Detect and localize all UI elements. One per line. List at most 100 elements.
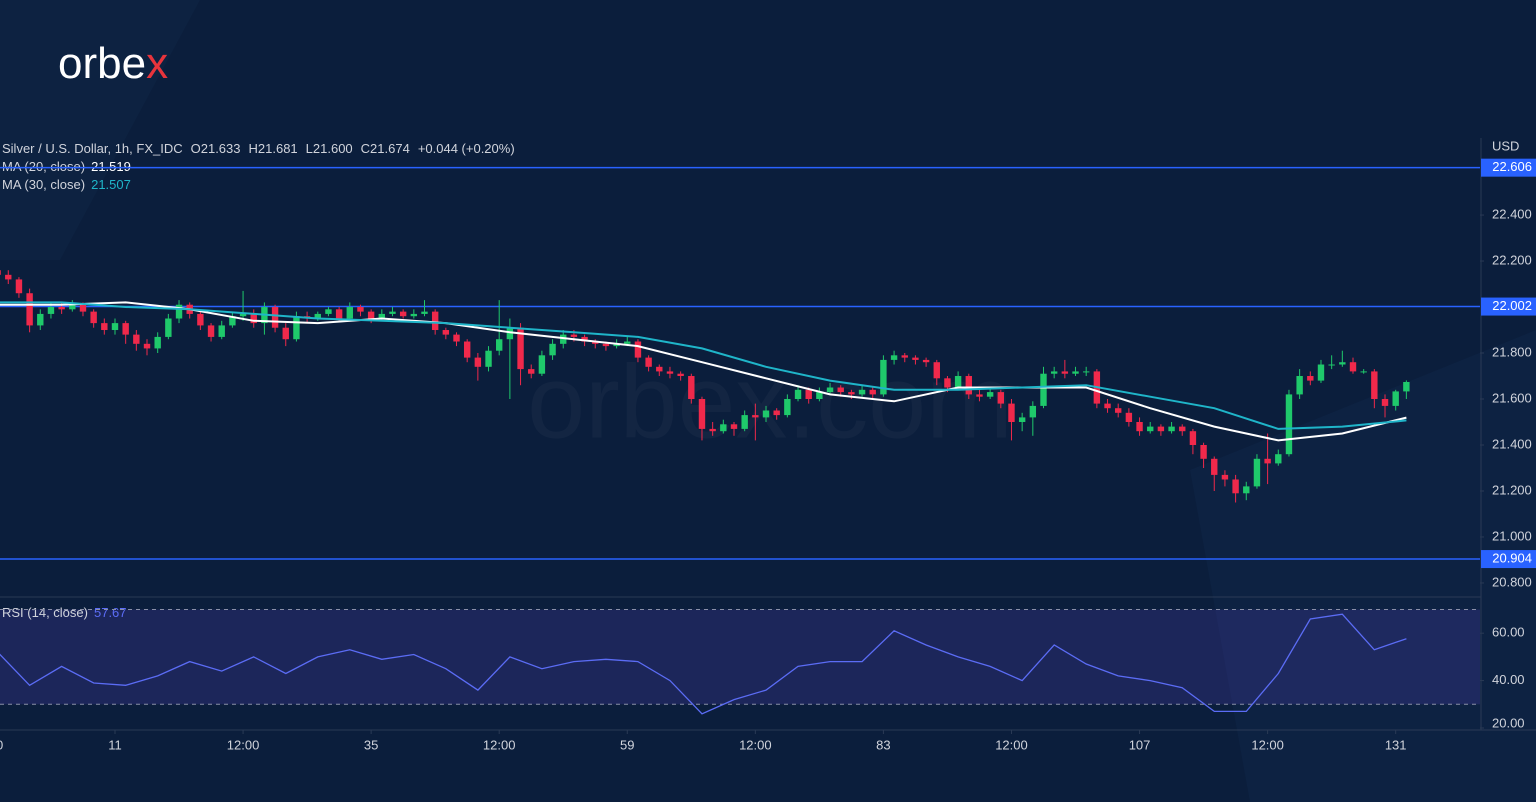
level-badge xyxy=(1481,550,1536,569)
y-tick-label: 21.000 xyxy=(1492,528,1532,543)
candle-body xyxy=(645,357,652,367)
candle-body xyxy=(239,313,247,317)
candle-body xyxy=(570,334,578,337)
rsi-legend: RSI (14, close) 57.67 xyxy=(2,605,127,620)
candle-body xyxy=(346,307,353,319)
x-tick-label: 107 xyxy=(1129,737,1151,752)
candle-body xyxy=(560,334,567,344)
candle-body xyxy=(730,424,738,429)
candle-body xyxy=(1179,426,1186,432)
y-tick-label: 21.800 xyxy=(1492,344,1532,359)
candle-body xyxy=(976,394,983,397)
candle-body xyxy=(1211,458,1218,475)
rsi-tick-label: 40.00 xyxy=(1492,672,1525,687)
candle-body xyxy=(1018,417,1026,423)
candle-body xyxy=(1061,371,1069,374)
watermark: orbex.com xyxy=(527,344,1013,460)
currency-label: USD xyxy=(1492,138,1519,153)
x-tick-label: 59 xyxy=(620,737,634,752)
candle-body xyxy=(207,325,215,337)
x-tick-label: 12:00 xyxy=(739,737,772,752)
candle-body xyxy=(709,428,716,432)
candle-body xyxy=(1349,362,1357,372)
candle-body xyxy=(143,343,151,349)
candle-body xyxy=(485,350,492,367)
candle-body xyxy=(624,341,631,344)
x-tick-label: 12:00 xyxy=(1251,737,1284,752)
candle-body xyxy=(474,357,482,367)
rsi-name: RSI (14, close) xyxy=(2,605,88,620)
candle-body xyxy=(1040,373,1047,406)
ma-legend: MA (30, close) 21.507 xyxy=(2,177,131,192)
indicator-line xyxy=(0,613,1407,715)
x-tick-label: 12:00 xyxy=(483,737,516,752)
candle-body xyxy=(1125,412,1133,423)
candle-body xyxy=(293,316,300,340)
candle-body xyxy=(1403,381,1410,392)
candle-body xyxy=(901,355,908,358)
y-tick-label: 20.800 xyxy=(1492,574,1532,589)
candle-body xyxy=(1275,454,1282,464)
candle-body xyxy=(720,424,727,432)
candle-body xyxy=(325,309,332,314)
indicator-line xyxy=(0,301,1407,430)
candle-body xyxy=(58,307,65,310)
candle-body xyxy=(314,313,321,319)
candle-body xyxy=(933,362,940,379)
candle-body xyxy=(1339,362,1346,365)
candle-body xyxy=(1243,486,1250,494)
x-tick-label: 12:00 xyxy=(227,737,260,752)
candle-body xyxy=(357,307,364,312)
candle-body xyxy=(1232,479,1239,494)
candle-body xyxy=(175,304,183,319)
candle-body xyxy=(965,376,972,395)
candle-body xyxy=(506,327,514,340)
candle-body xyxy=(954,376,962,388)
candle-body xyxy=(389,311,396,314)
x-tick-label: 35 xyxy=(364,737,378,752)
candle-body xyxy=(197,313,204,326)
decor xyxy=(1190,330,1536,802)
candle-body xyxy=(250,313,257,324)
candle-body xyxy=(496,339,503,351)
candle-body xyxy=(581,336,588,342)
candle-body xyxy=(229,316,236,326)
candle-body xyxy=(122,323,129,335)
candle-body xyxy=(805,389,812,400)
candle-body xyxy=(165,318,172,337)
candle-body xyxy=(677,373,684,377)
candle-body xyxy=(453,334,460,342)
candle-body xyxy=(592,341,599,344)
candle-body xyxy=(1050,371,1058,374)
candle-body xyxy=(816,392,823,400)
level-label: 22.606 xyxy=(1492,159,1532,174)
decor xyxy=(0,0,200,260)
candle-body xyxy=(602,343,610,347)
x-tick-label: 83 xyxy=(876,737,890,752)
candle-body xyxy=(538,355,546,374)
candle-body xyxy=(880,359,887,395)
y-tick-label: 21.600 xyxy=(1492,390,1532,405)
candle-body xyxy=(613,343,620,347)
level-badge xyxy=(1481,158,1536,177)
candle-body xyxy=(826,387,834,393)
candle-body xyxy=(26,293,33,326)
candle-body xyxy=(1317,364,1325,381)
rsi-band xyxy=(0,609,1480,705)
x-tick-label: 11 xyxy=(108,737,122,752)
candle-body xyxy=(218,325,225,337)
candle-body xyxy=(1221,474,1229,480)
candle-body xyxy=(1115,408,1122,413)
candle-body xyxy=(922,359,930,363)
logo-text: orbe xyxy=(58,39,146,88)
candle-body xyxy=(442,330,450,335)
ohlc-low: L21.600 xyxy=(306,141,353,156)
candle-body xyxy=(154,336,161,349)
x-tick-label: 12:00 xyxy=(0,737,3,752)
candle-body xyxy=(1296,376,1303,395)
logo: orbex xyxy=(58,39,168,88)
candle-body xyxy=(741,415,748,429)
candle-body xyxy=(1360,371,1367,373)
candle-body xyxy=(90,311,97,324)
candle-body xyxy=(794,389,802,400)
